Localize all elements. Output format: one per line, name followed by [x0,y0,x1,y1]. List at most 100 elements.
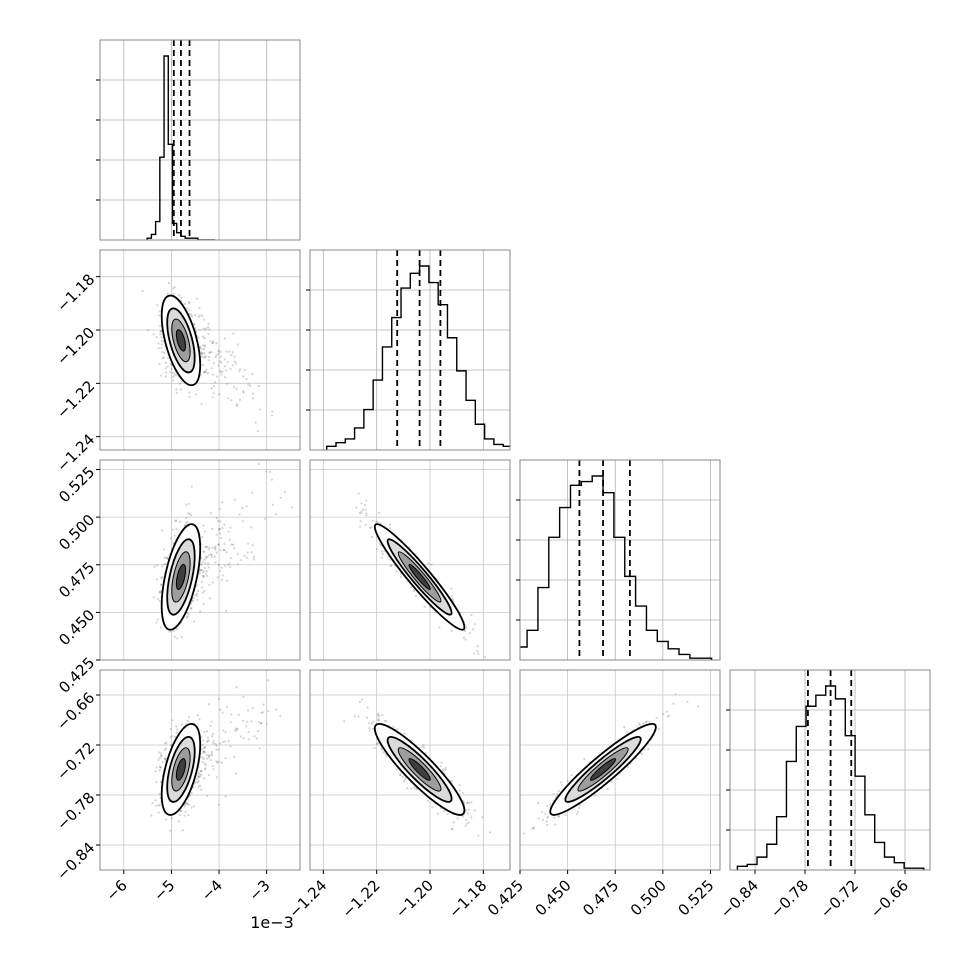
scatter-point [225,369,228,372]
scatter-point [195,594,198,597]
scatter-point [202,371,206,374]
scatter-point [252,555,256,558]
scatter-point [159,330,162,333]
scatter-point [227,397,230,400]
scatter-point [180,296,183,299]
scatter-point [222,729,225,732]
scatter-point [189,514,193,517]
scatter-point [357,492,360,495]
scatter-point [202,550,206,554]
scatter-point [220,761,223,764]
scatter-point [212,384,215,388]
scatter-point [450,594,454,598]
scatter-point [197,774,200,778]
scatter-point [200,748,203,751]
scatter-point [173,374,176,377]
scatter-point [473,809,476,812]
scatter-point [158,599,161,603]
density-contour [175,563,187,591]
scatter-point [245,556,249,559]
scatter-point [168,370,172,373]
scatter-point [159,590,162,593]
scatter-point [172,379,175,382]
scatter-point [218,532,222,535]
scatter-point [476,650,479,653]
scatter-point [257,462,260,466]
scatter-point [163,548,166,551]
scatter-point [430,563,433,566]
scatter-point [164,747,167,750]
scatter-point [366,706,369,709]
scatter-point [235,387,238,391]
scatter-point [170,817,173,820]
scatter-point [214,356,217,359]
scatter-point [552,792,555,796]
histogram-panel-0 [100,40,300,240]
scatter-point [190,315,193,318]
scatter-point [446,813,449,816]
histogram-frame-2 [519,459,721,661]
scatter-point [378,719,381,722]
scatter-point [366,716,369,719]
scatter-point [189,607,193,610]
scatter-point [203,345,206,348]
scatter-point [265,723,268,726]
scatter-point [164,742,167,745]
scatter-point [219,520,222,523]
scatter-point [269,470,272,473]
scatter-frame-0-1 [99,249,301,451]
scatter-point [380,550,384,553]
scatter-point [199,314,202,317]
scatter-point [219,369,222,372]
scatter-point [168,630,171,633]
scatter-point [201,756,205,759]
scatter-point [159,765,162,769]
scatter-point [203,351,206,355]
scatter-point [242,695,245,699]
scatter-point [217,803,220,806]
scatter-point [442,770,445,773]
scatter-point [166,556,169,560]
scatter-point [370,536,374,539]
scatter-point [483,656,487,659]
scatter-point [205,368,208,371]
scatter-point [204,562,207,565]
scatter-point [378,542,381,546]
scatter-point [532,826,535,829]
scatter-point [165,556,168,559]
scatter-point [464,819,468,822]
scatter-point [154,770,157,773]
scatter-point [251,392,255,395]
scatter-point [464,824,467,827]
scatter-point [228,350,231,353]
scatter-point [271,410,274,413]
scatter-point [227,563,230,567]
scatter-point [202,576,205,579]
scatter-point [172,630,175,633]
scatter-point [306,495,308,497]
scatter-point [258,408,261,411]
scatter-point [197,775,200,779]
scatter-point [175,628,179,631]
scatter-point [214,548,217,551]
scatter-point [230,399,233,402]
scatter-point [251,544,255,547]
scatter-point [606,787,609,791]
scatter-point [371,727,374,730]
scatter-point [279,714,282,717]
scatter-point [215,760,218,763]
scatter-point [219,370,222,374]
scatter-point [395,768,398,771]
scatter-point [228,562,231,565]
scatter-panel-1-3 [310,670,510,870]
scatter-point [594,794,597,797]
scatter-point [221,740,225,744]
scatter-point [233,360,237,363]
scatter-point [201,353,204,356]
scatter-point [209,597,212,600]
scatter-point [157,804,160,807]
scatter-point [371,519,375,522]
scatter-point [404,777,407,781]
scatter-point [250,720,253,723]
scatter-point [383,719,386,723]
